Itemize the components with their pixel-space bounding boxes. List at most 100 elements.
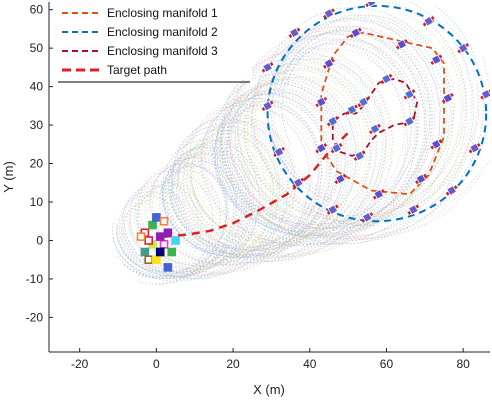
trajectory-trail [120,30,431,271]
agent-start-marker [167,247,177,257]
legend-entry: Target path [62,63,167,77]
y-tick-label: 50 [30,41,44,55]
agent-marker [334,173,347,185]
y-tick-label: 30 [30,118,44,132]
trajectory-trail [136,43,412,276]
agent-marker [403,88,416,100]
agent-marker [353,150,366,162]
agent-start-marker [152,213,161,222]
x-tick-label: 0 [153,357,160,371]
agent-start-marker [163,263,173,272]
legend-label: Enclosing manifold 2 [107,25,218,39]
trajectory-trail [127,17,479,276]
agent-start-marker [140,247,150,257]
trajectory-trail [117,27,434,274]
trajectory-trail [124,14,451,273]
agent-marker [468,142,481,154]
y-tick-label: -20 [26,310,44,324]
agent-start-marker [155,247,165,257]
agent-marker [441,92,454,104]
agent-start-marker [136,232,146,241]
trajectory-trail [138,42,413,278]
y-tick-label: 40 [30,80,44,94]
x-tick-label: 80 [456,357,470,371]
y-tick-label: -10 [26,272,44,286]
y-tick-label: 60 [30,3,44,17]
trajectory-trail [137,28,425,284]
agent-marker [365,2,377,8]
agent-marker [403,115,416,127]
agent-marker [407,204,420,216]
agent-marker [315,142,328,154]
agent-marker [430,54,443,66]
agent-marker [361,212,374,223]
agent-marker [445,185,458,196]
trajectory-trail [119,2,474,281]
agent-marker [261,62,274,73]
trajectory-trail [129,48,490,276]
y-tick-label: 10 [30,195,44,209]
manifold-curves [163,4,488,238]
x-tick-label: -20 [71,357,89,371]
legend-label: Enclosing manifold 3 [107,44,218,58]
agent-start-marker [144,255,154,264]
enclosing-manifold-3 [331,78,418,157]
y-tick-label: 20 [30,157,44,171]
legend-entry: Enclosing manifold 1 [62,6,218,20]
trajectory-trail [137,38,484,273]
trajectory-trail [117,29,429,277]
agent-marker [369,123,381,135]
trajectory-trail [135,36,490,275]
agent-marker [323,58,335,69]
agent-marker [292,177,305,189]
trajectory-trail [128,46,490,277]
agent-marker [326,204,339,216]
agent-marker [330,142,343,154]
trajectory-trail [141,57,480,266]
agent-marker [326,115,339,127]
agent-start-marker [163,228,173,238]
agent-start-marker [148,220,157,230]
trajectory-trail [136,29,456,265]
agent-marker [395,38,408,50]
agent-marker [315,96,328,108]
trajectory-trail [149,33,418,285]
agent-marker [480,88,490,100]
agent-marker [422,15,435,27]
x-tick-label: 40 [303,357,317,371]
trajectory-trail [154,47,406,279]
legend-label: Target path [107,63,167,77]
agent-marker [415,173,427,185]
x-axis-label: X (m) [253,382,285,397]
trajectory-trail [138,26,427,285]
agent-marker [430,138,443,150]
agent-start-marker [171,236,180,245]
agent-marker [372,188,385,200]
trajectory-trail [129,11,462,271]
agent-marker [380,73,393,85]
legend: Enclosing manifold 1 Enclosing manifold 2… [56,2,252,83]
target-path [163,131,349,238]
legend-entry: Enclosing manifold 2 [62,25,218,39]
enclosing-manifold-2 [266,4,488,223]
agent-marker [261,100,274,112]
axes: -20 0 20 40 60 80 -20 -10 0 10 20 30 40 50 60 [26,2,490,371]
y-tick-label: 0 [36,233,43,247]
x-tick-label: 60 [380,357,394,371]
agent-markers [136,2,490,272]
agent-start-marker [159,216,169,226]
legend-entry: Enclosing manifold 3 [62,44,218,58]
agent-marker [349,27,362,39]
agent-start-marker [152,255,161,264]
legend-label: Enclosing manifold 1 [107,6,218,20]
trajectory-trail [121,29,428,279]
trajectory-trail [138,30,455,279]
trajectory-trail [137,47,467,266]
agent-start-marker [144,236,154,245]
y-axis-label: Y (m) [1,161,16,193]
agent-marker [323,8,335,19]
trajectory-trail [137,38,416,279]
x-tick-label: 20 [226,357,240,371]
trajectory-trail [123,5,485,280]
agent-marker [346,104,358,116]
